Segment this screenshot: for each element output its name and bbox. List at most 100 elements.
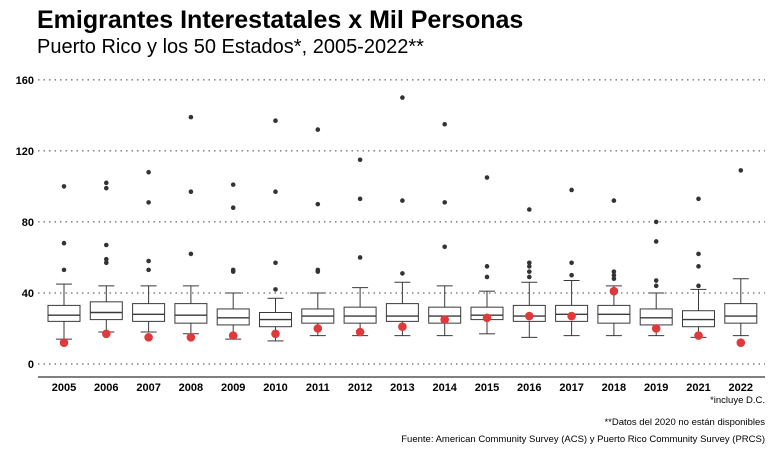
puerto-rico-point — [59, 338, 69, 347]
iqr-box — [682, 310, 715, 328]
puerto-rico-point — [609, 286, 619, 296]
outlier-point — [315, 267, 321, 273]
outlier-point — [569, 260, 574, 266]
x-tick-label: 2007 — [136, 382, 160, 394]
outlier-point — [230, 267, 236, 273]
y-tick-label: 80 — [22, 217, 34, 229]
outlier-point — [653, 283, 659, 289]
outlier-point — [484, 274, 490, 280]
outlier-point — [61, 184, 67, 189]
outlier-point — [696, 196, 701, 202]
chart-subtitle: Puerto Rico y los 50 Estados*, 2005-2022… — [37, 36, 424, 58]
iqr-box — [343, 306, 377, 324]
outlier-point — [104, 180, 109, 186]
puerto-rico-point — [355, 327, 365, 337]
outlier-point — [146, 258, 151, 264]
gridlines — [38, 79, 765, 365]
puerto-rico-point — [440, 315, 450, 324]
puerto-rico-point — [144, 333, 153, 342]
x-tick-label: 2017 — [559, 382, 583, 394]
x-tick-label: 2015 — [475, 382, 499, 394]
box-2010 — [259, 118, 292, 342]
outlier-point — [400, 271, 405, 276]
y-tick-label: 160 — [16, 75, 34, 87]
iqr-box — [174, 303, 208, 324]
puerto-rico-point — [694, 331, 703, 340]
outlier-point — [653, 219, 659, 225]
box-2021 — [682, 196, 715, 338]
outlier-point — [357, 255, 363, 260]
y-tick-label: 40 — [22, 288, 34, 300]
source-note: Fuente: American Community Survey (ACS) … — [401, 434, 765, 445]
x-tick-label: 2006 — [94, 382, 118, 394]
box-2022 — [724, 168, 758, 337]
box-2011 — [301, 127, 335, 337]
puerto-rico-point — [186, 333, 196, 342]
outlier-point — [484, 175, 490, 180]
outlier-point — [696, 264, 701, 269]
outlier-point — [61, 267, 67, 273]
outlier-point — [527, 274, 532, 280]
x-tick-label: 2021 — [686, 382, 710, 394]
outlier-point — [104, 256, 109, 262]
puerto-rico-point — [102, 329, 111, 339]
boxes — [47, 95, 758, 342]
outlier-point — [653, 239, 659, 244]
footnote-missing-2020: **Datos del 2020 no están disponibles — [604, 417, 765, 428]
box-2014 — [428, 121, 462, 337]
outlier-point — [230, 182, 236, 187]
outlier-point — [569, 272, 574, 278]
y-axis-tick-labels: 0 40 80 120 160 — [16, 75, 34, 371]
box-2005 — [47, 184, 81, 340]
outlier-point — [442, 244, 448, 250]
box-2006 — [89, 180, 123, 333]
x-tick-label: 2014 — [432, 382, 457, 394]
x-tick-label: 2019 — [644, 382, 668, 394]
outlier-point — [611, 269, 617, 274]
outlier-point — [315, 127, 321, 132]
x-tick-label: 2011 — [306, 382, 330, 394]
chart-title: Emigrantes Interestatales x Mil Personas — [37, 6, 524, 34]
x-tick-label: 2018 — [602, 382, 626, 394]
outlier-point — [273, 118, 278, 123]
iqr-box — [385, 303, 419, 322]
outlier-point — [527, 269, 532, 274]
x-tick-label: 2013 — [390, 382, 414, 394]
outlier-point — [273, 287, 278, 292]
outlier-point — [146, 267, 151, 273]
box-2019 — [639, 219, 673, 337]
outlier-point — [61, 240, 67, 246]
puerto-rico-point — [398, 322, 407, 332]
outlier-point — [188, 251, 194, 257]
x-tick-label: 2012 — [348, 382, 372, 394]
x-axis-tick-labels: 2005 2006 2007 2008 2009 2010 2011 2012 2013 2014… — [52, 382, 753, 394]
outlier-point — [357, 157, 363, 163]
outlier-point — [188, 114, 194, 120]
iqr-box — [132, 303, 166, 322]
puerto-rico-point — [228, 331, 238, 340]
puerto-rico-point — [651, 324, 661, 333]
outlier-point — [104, 242, 109, 248]
outlier-point — [527, 260, 532, 266]
puerto-rico-point — [271, 329, 280, 339]
iqr-box — [216, 308, 250, 326]
outlier-point — [400, 95, 405, 100]
box-2018 — [597, 198, 631, 337]
puerto-rico-point — [313, 324, 323, 333]
x-tick-label: 2005 — [52, 382, 76, 394]
iqr-box — [89, 301, 123, 321]
footnote-dc: *incluye D.C. — [710, 395, 765, 406]
outlier-point — [400, 198, 405, 203]
outlier-point — [696, 283, 701, 289]
puerto-rico-point — [525, 311, 534, 321]
outlier-point — [273, 260, 278, 266]
outlier-point — [611, 198, 617, 203]
puerto-rico-point — [482, 313, 492, 323]
box-2009 — [216, 182, 250, 340]
puerto-rico-point — [736, 338, 746, 347]
outlier-point — [484, 264, 490, 269]
outlier-point — [146, 169, 151, 175]
box-2013 — [385, 95, 419, 337]
outlier-point — [188, 189, 194, 195]
